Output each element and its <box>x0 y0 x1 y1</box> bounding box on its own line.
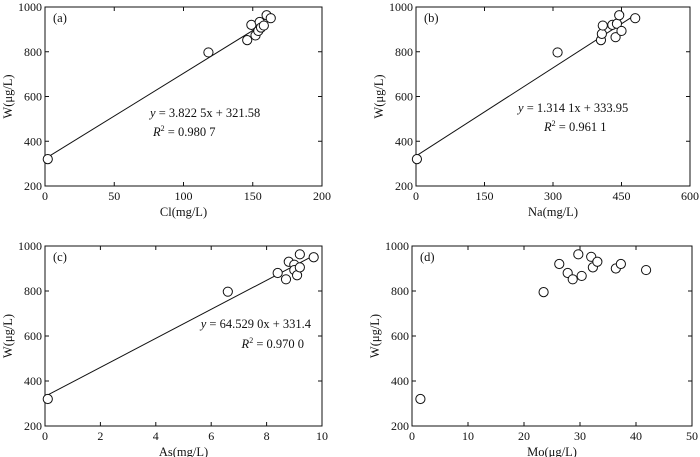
x-tick-label: 50 <box>686 429 698 443</box>
panel-label: (c) <box>53 250 67 264</box>
y-tick-label: 200 <box>395 179 413 193</box>
regression-equation: y = 64.529 0x + 331.4 <box>199 317 312 331</box>
y-axis-label: W(μg/L) <box>1 74 15 118</box>
regression-line <box>47 255 314 396</box>
y-tick-label: 1000 <box>18 239 42 253</box>
data-point <box>222 286 233 297</box>
data-point <box>554 258 565 270</box>
y-axis-label: W(μg/L) <box>372 74 386 118</box>
data-point <box>573 249 584 260</box>
y-tick-label: 200 <box>24 419 42 433</box>
panel-label: (a) <box>53 11 67 25</box>
data-point <box>415 393 426 405</box>
x-tick-label: 6 <box>208 429 214 443</box>
data-point <box>42 393 53 405</box>
panel-label: (d) <box>420 250 435 264</box>
r-squared: R2 = 0.970 0 <box>241 336 304 351</box>
y-tick-label: 200 <box>24 179 42 193</box>
plot-frame <box>415 6 691 187</box>
y-axis-label: W(μg/L) <box>1 314 15 358</box>
y-tick-label: 800 <box>24 284 42 298</box>
data-point <box>265 13 276 24</box>
data-point <box>411 154 423 165</box>
data-point <box>42 154 53 165</box>
x-tick-label: 150 <box>244 189 262 203</box>
y-tick-label: 1000 <box>385 239 409 253</box>
y-tick-label: 600 <box>24 329 42 343</box>
data-point <box>640 264 652 276</box>
data-point <box>294 262 305 273</box>
y-tick-label: 400 <box>24 134 42 148</box>
x-tick-label: 30 <box>574 429 586 443</box>
y-tick-label: 400 <box>24 374 42 388</box>
x-axis-label: Mo(μg/L) <box>527 445 577 457</box>
data-point <box>567 274 578 285</box>
y-tick-label: 600 <box>391 329 409 343</box>
data-point <box>272 267 283 279</box>
chart-panel-2: 0 150 300 450 600 200 400 600 800 1000 Na(mg/L) W(μ… <box>372 0 699 219</box>
y-tick-label: 400 <box>395 134 413 148</box>
data-point <box>576 270 587 282</box>
data-point <box>616 25 627 37</box>
chart-panel-3: 0 2 4 6 8 10 200 400 600 800 1000 As(mg/L) W(μg/L) (c… <box>1 239 328 457</box>
x-tick-label: 0 <box>409 429 415 443</box>
x-axis-label: As(mg/L) <box>159 445 208 457</box>
x-tick-label: 600 <box>681 189 699 203</box>
regression-equation: y = 3.822 5x + 321.58 <box>148 106 260 120</box>
y-axis-label: W(μg/L) <box>368 314 382 358</box>
chart-panel-4: 0 10 20 30 40 50 200 400 600 800 1000 Mo(μg/L) W(μg/… <box>368 239 698 457</box>
y-tick-label: 800 <box>391 284 409 298</box>
x-tick-label: 2 <box>97 429 103 443</box>
x-tick-label: 150 <box>476 189 494 203</box>
data-point <box>592 256 603 267</box>
regression-line <box>47 18 272 158</box>
x-tick-label: 0 <box>42 189 48 203</box>
y-tick-label: 200 <box>391 419 409 433</box>
data-point <box>614 10 625 21</box>
data-point <box>597 20 608 31</box>
data-point <box>308 252 319 263</box>
data-point <box>242 35 253 46</box>
data-point <box>610 32 621 43</box>
data-point <box>203 47 214 58</box>
r-squared: R2 = 0.980 7 <box>152 124 215 139</box>
x-tick-label: 40 <box>630 429 642 443</box>
r-squared: R2 = 0.961 1 <box>543 119 606 134</box>
x-tick-label: 200 <box>313 189 331 203</box>
x-tick-label: 300 <box>544 189 562 203</box>
x-tick-label: 0 <box>42 429 48 443</box>
x-axis-label: Cl(mg/L) <box>160 205 207 219</box>
data-point <box>280 274 292 285</box>
x-tick-label: 10 <box>316 429 328 443</box>
y-tick-label: 1000 <box>18 0 42 14</box>
x-tick-label: 0 <box>413 189 419 203</box>
y-tick-label: 800 <box>24 45 42 59</box>
data-point <box>552 47 563 58</box>
chart-panel-1: 0 50 100 150 200 200 400 600 800 1000 Cl(mg/L) W(μg… <box>1 0 331 219</box>
data-point <box>630 13 641 24</box>
y-tick-label: 600 <box>395 90 413 104</box>
plot-frame <box>44 6 323 187</box>
x-tick-label: 20 <box>518 429 530 443</box>
regression-equation: y = 1.314 1x + 333.95 <box>516 101 628 115</box>
x-tick-label: 10 <box>462 429 474 443</box>
data-point <box>615 258 626 270</box>
data-point <box>294 249 305 260</box>
x-tick-label: 8 <box>264 429 270 443</box>
y-tick-label: 1000 <box>389 0 413 14</box>
x-tick-label: 450 <box>613 189 631 203</box>
data-point <box>258 20 269 31</box>
x-tick-label: 100 <box>175 189 193 203</box>
y-tick-label: 400 <box>391 374 409 388</box>
y-tick-label: 600 <box>24 90 42 104</box>
y-tick-label: 800 <box>395 45 413 59</box>
x-tick-label: 4 <box>153 429 159 443</box>
panel-label: (b) <box>424 11 439 25</box>
data-point <box>596 28 607 39</box>
data-point <box>538 287 549 298</box>
x-axis-label: Na(mg/L) <box>528 205 578 219</box>
x-tick-label: 50 <box>108 189 120 203</box>
